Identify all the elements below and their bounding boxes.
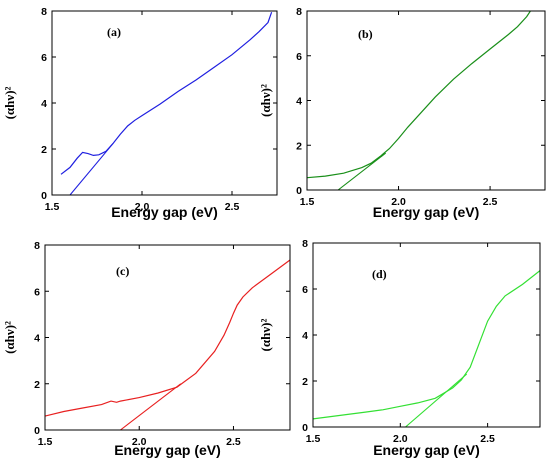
x-tick-label: 2.0 (132, 436, 147, 448)
data-curve (60, 12, 273, 175)
panel-label: (b) (358, 27, 373, 41)
x-axis-label: Energy gap (eV) (111, 204, 218, 220)
y-tick-label: 8 (302, 238, 308, 250)
x-tick-label: 2.5 (226, 436, 241, 448)
panel-c: 1.5 2.0 2.5 0 2 4 6 8 Energy gap (eV) (αhν)² (c) (2, 240, 291, 458)
data-curve (45, 259, 290, 417)
y-tick-label: 4 (41, 98, 47, 110)
axes-frame (312, 242, 541, 428)
tangent-line (120, 383, 182, 430)
y-tick-label: 6 (41, 52, 47, 64)
y-tick-label: 0 (302, 422, 308, 434)
y-tick-label: 0 (296, 185, 302, 197)
x-axis-label: Energy gap (eV) (373, 442, 480, 458)
y-axis-label: (αhν)² (2, 321, 17, 354)
x-axis-label: Energy gap (eV) (114, 442, 221, 458)
data-curve (313, 270, 540, 420)
y-tick-label: 4 (34, 333, 40, 345)
x-tick-label: 2.0 (135, 201, 150, 213)
y-tick-label: 8 (296, 6, 302, 18)
x-axis-label: Energy gap (eV) (373, 204, 480, 220)
panel-d: 1.5 2.0 2.5 0 2 4 6 8 Energy gap (eV) (αhν)² (d) (258, 238, 541, 458)
y-tick-label: 6 (296, 51, 302, 63)
axes-frame (306, 10, 546, 191)
y-tick-label: 2 (302, 376, 308, 388)
y-tick-label: 8 (41, 6, 47, 18)
y-tick-label: 6 (302, 284, 308, 296)
y-axis-label: (αhν)² (2, 86, 17, 119)
panel-label: (d) (372, 267, 387, 281)
y-tick-label: 4 (296, 96, 302, 108)
x-tick-label: 1.5 (300, 196, 315, 208)
axes-frame (51, 10, 278, 196)
y-axis-label: (αhν)² (258, 318, 273, 351)
y-axis-label: (αhν)² (258, 84, 273, 117)
x-tick-label: 2.0 (393, 433, 408, 445)
tangent-line (69, 142, 114, 195)
y-tick-label: 0 (34, 425, 40, 437)
data-curve (307, 11, 531, 179)
tangent-line (337, 152, 387, 190)
panel-label: (a) (107, 25, 121, 39)
panel-b: 1.5 2.0 2.5 0 2 4 6 8 Energy gap (eV) (αhν)² (b) (258, 6, 546, 220)
x-tick-label: 2.0 (391, 196, 406, 208)
y-tick-label: 2 (41, 144, 47, 156)
x-tick-label: 2.5 (480, 433, 495, 445)
x-tick-label: 1.5 (38, 436, 53, 448)
y-tick-label: 4 (302, 330, 308, 342)
y-tick-label: 2 (296, 140, 302, 152)
x-tick-label: 2.5 (225, 201, 240, 213)
y-tick-label: 0 (41, 190, 47, 202)
panel-label: (c) (116, 264, 129, 278)
y-tick-label: 8 (34, 240, 40, 252)
y-tick-label: 6 (34, 286, 40, 298)
x-tick-label: 1.5 (306, 433, 321, 445)
axes-frame (44, 244, 291, 431)
x-tick-label: 1.5 (45, 201, 60, 213)
y-tick-label: 2 (34, 379, 40, 391)
x-tick-label: 2.5 (483, 196, 498, 208)
panel-a: 1.5 2.0 2.5 0 2 4 6 8 Energy gap (eV) (αhν)² (a) (2, 6, 278, 220)
tangent-line (405, 373, 468, 427)
